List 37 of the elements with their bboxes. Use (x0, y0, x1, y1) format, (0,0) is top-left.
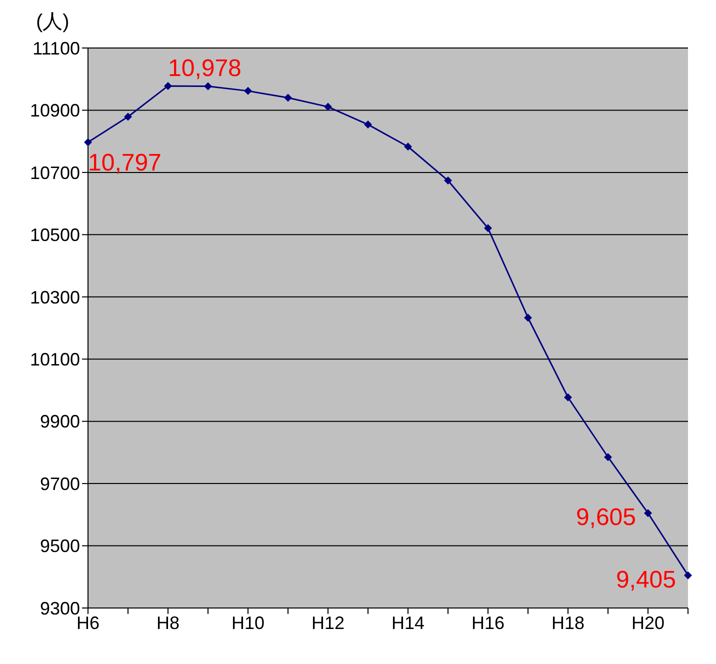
y-tick-label: 11100 (32, 38, 80, 58)
y-tick-label: 10300 (30, 287, 80, 308)
point (644, 509, 652, 518)
x-tick-label: H20 (631, 612, 665, 633)
point (564, 393, 572, 402)
x-tick-label: H12 (311, 612, 345, 633)
y-tick-label: 9500 (40, 536, 80, 556)
point (684, 571, 692, 580)
y-tick-label: 9900 (40, 412, 80, 432)
y-tick-label: 10100 (30, 350, 80, 370)
point (604, 453, 612, 462)
data-label: 9,605 (576, 504, 636, 532)
x-tick-label: H8 (156, 612, 180, 633)
point (84, 138, 92, 146)
point (284, 94, 292, 102)
data-label: 10,978 (168, 54, 242, 82)
y-tick-label: 10500 (30, 225, 80, 246)
point (124, 112, 132, 121)
y-tick-label: 10700 (30, 162, 80, 183)
data-label: 9,405 (616, 566, 676, 594)
point (244, 86, 252, 95)
y-tick-label: 10900 (30, 100, 80, 121)
point (524, 314, 532, 322)
y-tick-label: 9700 (40, 474, 80, 494)
x-tick-label: H18 (551, 612, 585, 633)
point (444, 176, 452, 185)
x-tick-label: H16 (471, 612, 505, 633)
point (324, 102, 332, 111)
point (164, 82, 172, 90)
point (484, 224, 492, 232)
point (404, 142, 412, 151)
y-axis-title: (人) (36, 10, 70, 35)
x-tick-label: H10 (231, 612, 265, 633)
x-tick-label: H14 (391, 612, 425, 633)
data-label: 10,797 (88, 149, 162, 176)
point (364, 120, 372, 129)
point (204, 82, 212, 90)
